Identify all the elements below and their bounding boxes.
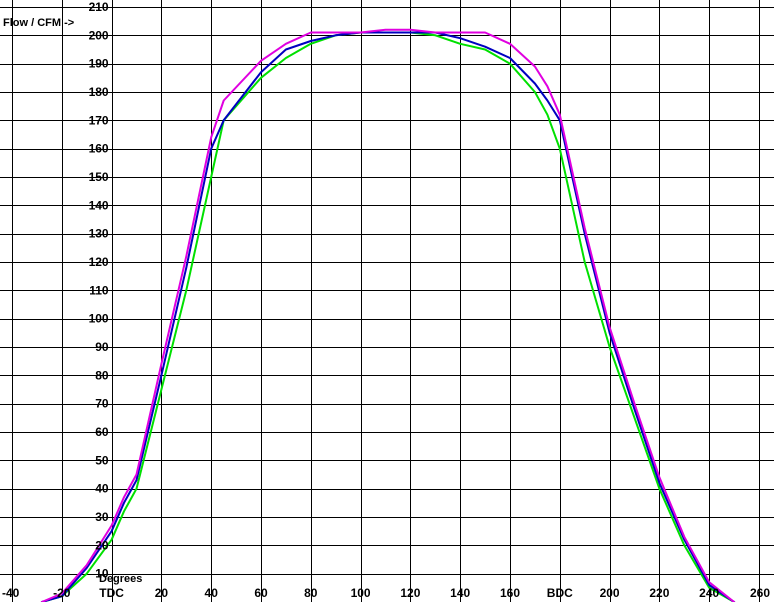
x-tick-label: 200 <box>600 586 620 600</box>
y-tick-label: 120 <box>89 255 109 269</box>
y-tick-label: 20 <box>95 538 109 552</box>
x-tick-label: 100 <box>351 586 371 600</box>
series-line-1 <box>40 31 736 602</box>
y-tick-label: 130 <box>89 227 109 241</box>
y-tick-label: 140 <box>89 198 109 212</box>
y-tick-label: 160 <box>89 142 109 156</box>
series-group <box>40 28 736 602</box>
y-tick-label: 170 <box>89 113 109 127</box>
x-tick-label: 220 <box>649 586 669 600</box>
x-tick-label: 160 <box>500 586 520 600</box>
y-tick-labels: 10 20 30 40 50 60 70 80 90 100 110 120 130 140 150 160 1… <box>89 0 109 581</box>
x-axis-label: Degrees <box>99 573 142 585</box>
y-tick-label: 50 <box>95 453 109 467</box>
x-tick-label: 40 <box>205 586 219 600</box>
y-axis-label: Flow / CFM -> <box>3 17 74 29</box>
y-tick-label: 10 <box>95 567 109 581</box>
y-tick-label: 190 <box>89 57 109 71</box>
y-tick-label: 200 <box>89 28 109 42</box>
y-tick-label: 100 <box>89 312 109 326</box>
y-tick-label: 150 <box>89 170 109 184</box>
x-tick-label: TDC <box>99 586 124 600</box>
y-tick-label: 110 <box>89 283 109 297</box>
y-tick-label: 70 <box>95 397 109 411</box>
x-tick-label: 20 <box>155 586 169 600</box>
y-tick-label: 210 <box>89 0 109 14</box>
x-tick-label: 240 <box>699 586 719 600</box>
x-tick-label: 80 <box>304 586 318 600</box>
x-tick-label: 260 <box>750 586 770 600</box>
x-tick-label: -20 <box>53 586 71 600</box>
series-line-3 <box>40 28 736 602</box>
x-tick-label: 60 <box>254 586 268 600</box>
y-tick-label: 40 <box>95 482 109 496</box>
y-tick-label: 180 <box>89 85 109 99</box>
y-tick-label: 60 <box>95 425 109 439</box>
x-tick-label: 120 <box>400 586 420 600</box>
series-line-2 <box>40 31 736 602</box>
x-tick-label: BDC <box>547 586 573 600</box>
y-tick-label: 80 <box>95 368 109 382</box>
y-tick-label: 90 <box>95 340 109 354</box>
x-tick-label: 140 <box>450 586 470 600</box>
x-tick-labels: -40 -20 TDC 20 40 60 80 100 120 140 160 BDC 200 220 24… <box>2 586 770 600</box>
x-tick-label: -40 <box>2 586 20 600</box>
y-tick-label: 30 <box>95 510 109 524</box>
